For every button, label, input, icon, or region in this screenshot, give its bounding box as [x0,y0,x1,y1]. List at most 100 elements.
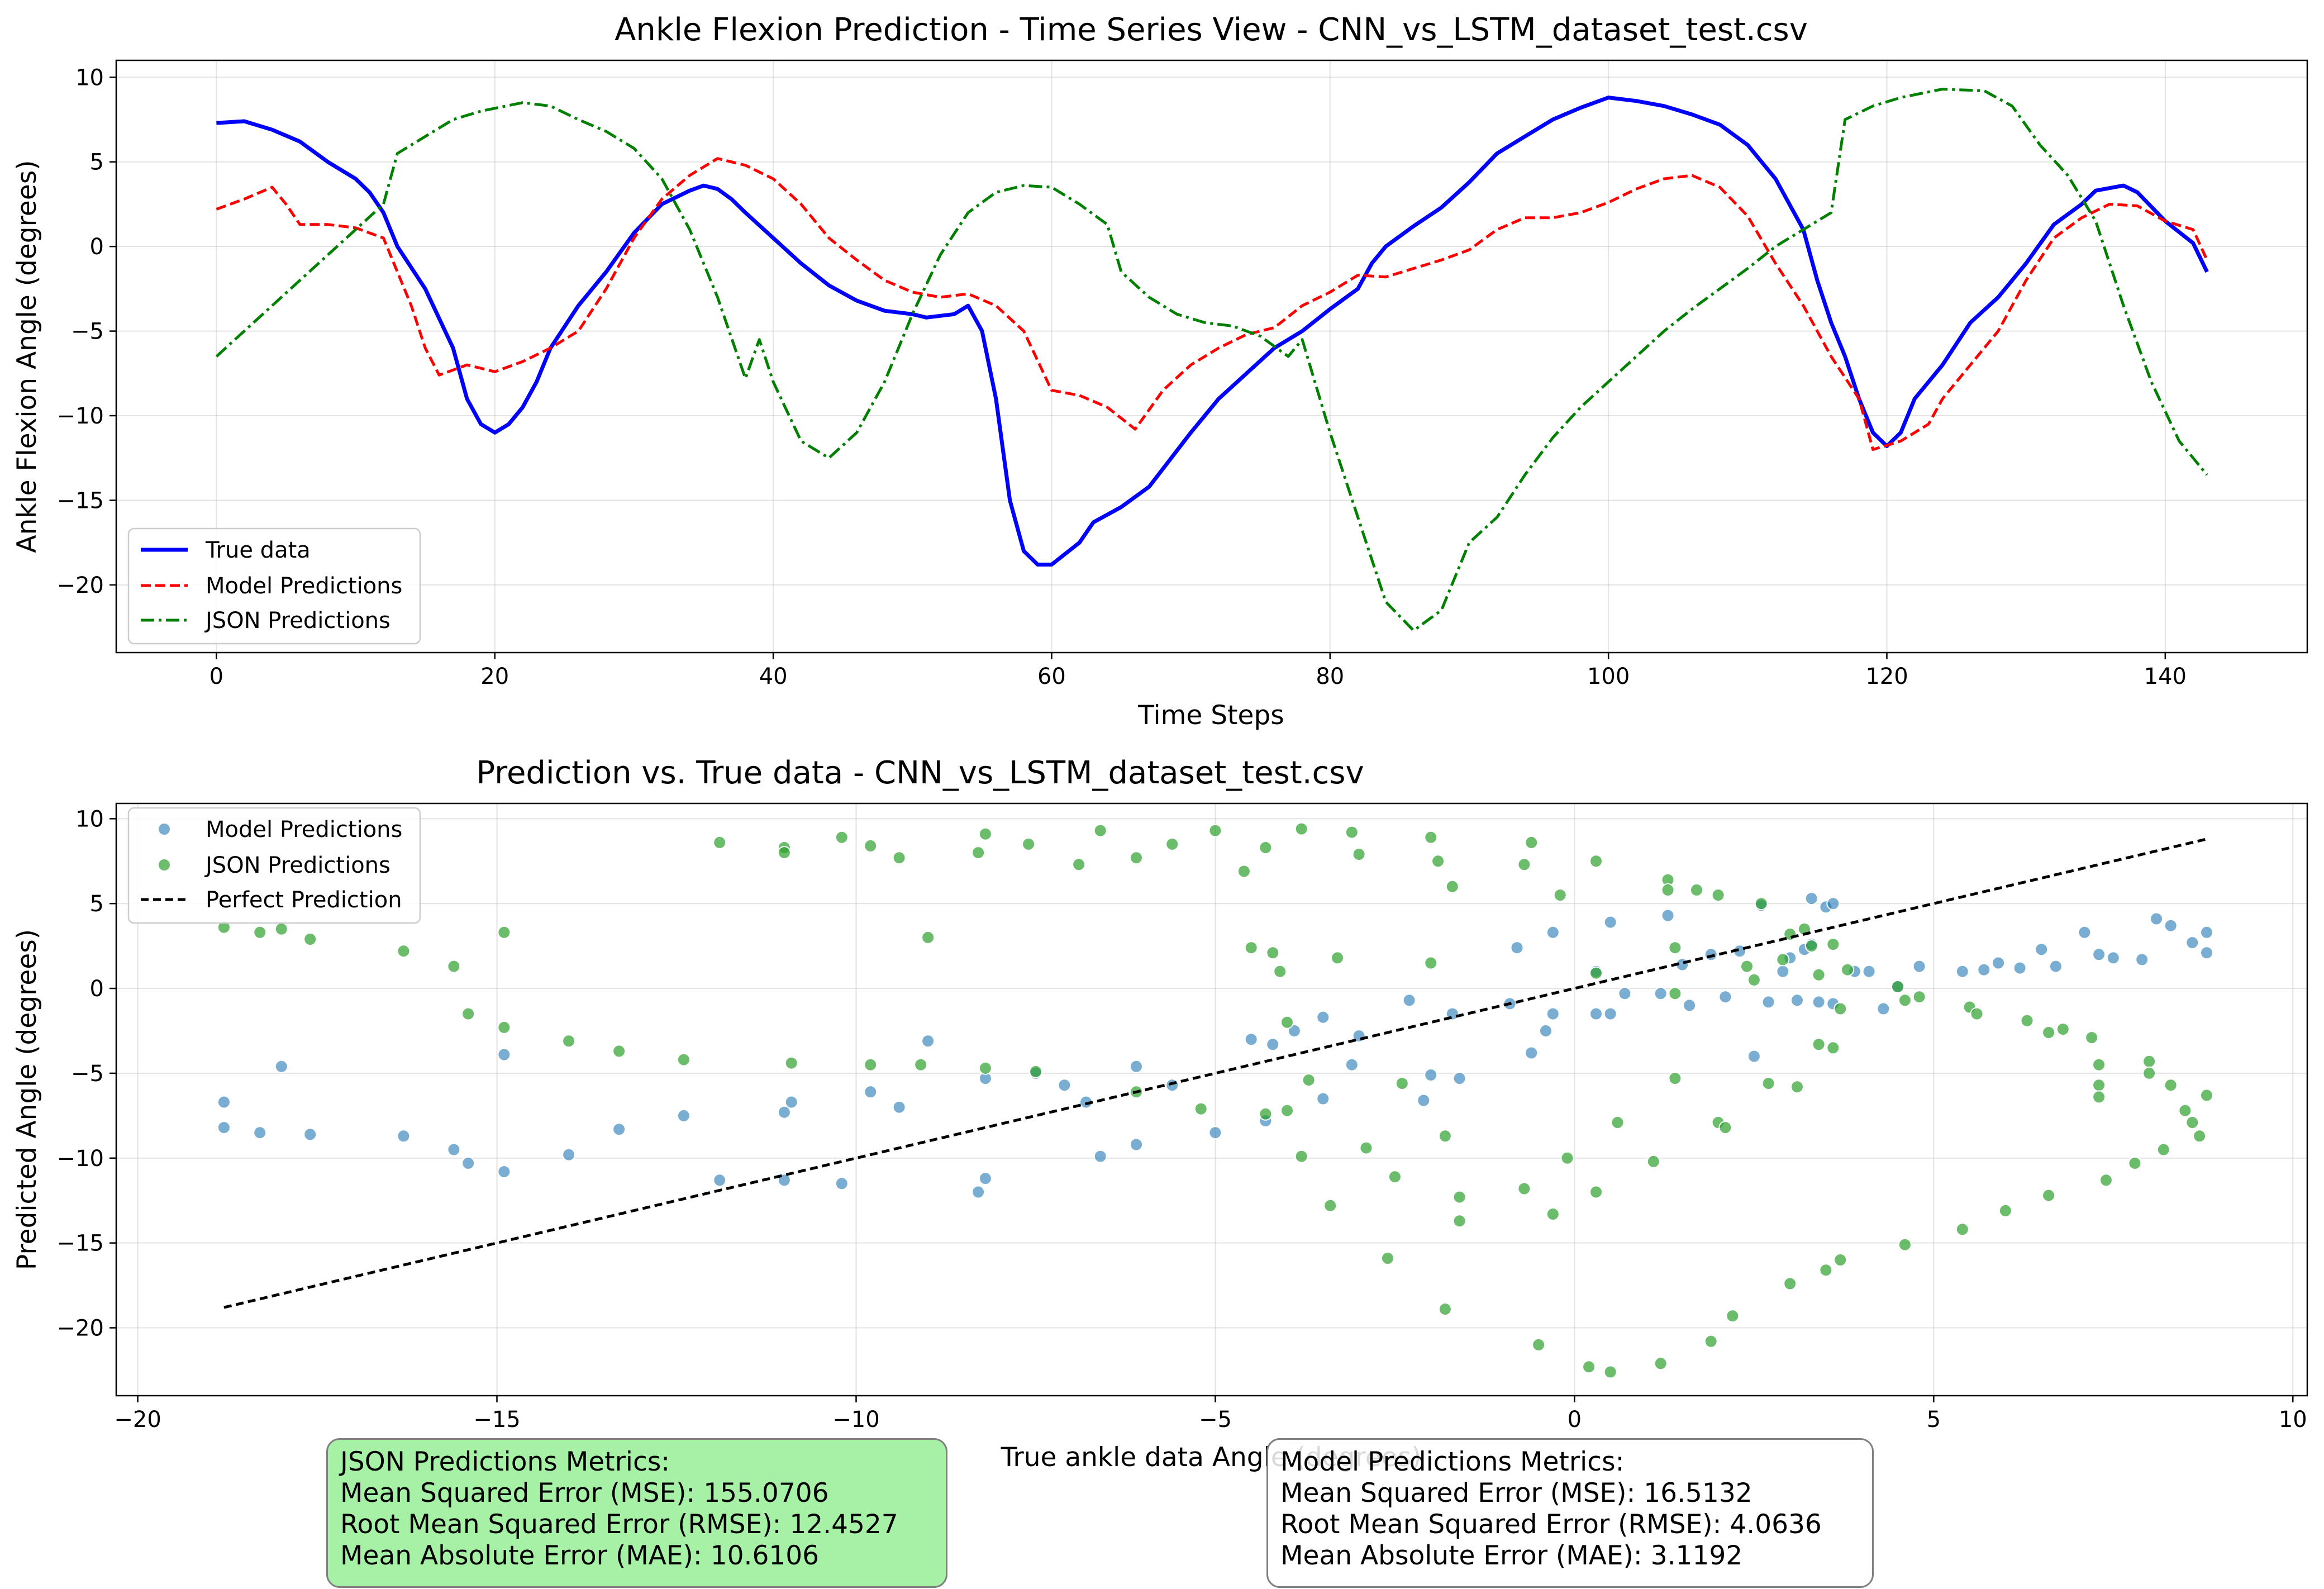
model-prediction-point [1826,897,1840,911]
model-prediction-point [562,1148,576,1162]
model-prediction-point [1955,964,1969,978]
model-prediction-point [2092,948,2106,962]
model-prediction-point [2013,961,2027,975]
json-prediction-point [971,846,985,860]
json-prediction-point [461,1007,475,1021]
model-prediction-point [1776,964,1790,978]
json-prediction-point [447,959,461,973]
json-prediction-point [1654,1357,1668,1371]
model-prediction-point [612,1122,626,1136]
time-series-ticks: 0 20 40 60 80 100 120 140 −20 −15 −10 −5 0 5 10 [57,65,2187,689]
legend-model-label: Model Predictions [206,817,402,843]
model-prediction-point [1244,1033,1258,1046]
json-prediction-point [1072,858,1086,872]
json-prediction-point [1395,1077,1409,1091]
json-prediction-point [2193,1129,2207,1143]
model-prediction-point [1661,908,1675,922]
json-prediction-point [1589,966,1603,980]
time-series-lines [215,88,2209,632]
json-prediction-point [864,1058,878,1072]
json-prediction-point [864,839,878,853]
scatter-ticks: −20 −15 −10 −5 0 5 10 −20 −15 −10 −5 0 5 10 [57,806,2307,1433]
json-prediction-point [1302,1073,1316,1087]
json-prediction-point [2156,1143,2170,1157]
model-prediction-point [303,1127,317,1141]
json-prediction-point [1740,959,1754,973]
json-prediction-point [1352,848,1366,862]
json-prediction-point [1553,888,1567,902]
json-prediction-point [1783,1277,1797,1291]
legend-model-marker [158,822,171,836]
json-prediction-point [2092,1090,2106,1104]
json-prediction-point [397,944,411,958]
json-prediction-point [1661,883,1675,897]
json-prediction-point [1331,951,1344,965]
json-prediction-point [978,827,992,841]
model-prediction-point [1417,1093,1431,1107]
json-prediction-point [274,922,288,936]
scatter-ytick-label-1: −15 [57,1231,104,1257]
json-prediction-point [1445,879,1459,893]
scatter-ylabel: Predicted Angle (degrees) [12,929,42,1270]
model-prediction-point [1316,1092,1330,1106]
json-prediction-point [1747,973,1761,987]
json-prediction-point [1912,990,1926,1004]
model-metrics-title: Model Predictions Metrics: [1280,1447,1625,1477]
model-prediction-point [217,1095,231,1109]
time-series-title: Ankle Flexion Prediction - Time Series V… [615,12,1808,48]
json-prediction-point [1259,1107,1273,1121]
json-prediction-point [2185,1116,2199,1129]
json-prediction-point [1165,837,1179,851]
time-series-ytick-label-2: −10 [57,403,104,429]
time-series-ylabel: Ankle Flexion Angle (degrees) [12,160,42,553]
model-prediction-point [1266,1038,1280,1052]
model-prediction-point [1287,1024,1301,1038]
model-prediction-point [677,1109,690,1122]
true-data-line [216,96,2209,567]
model-prediction-point [1761,995,1775,1009]
time-series-ytick-label-4: 0 [90,234,104,260]
model-prediction-point [921,1034,935,1048]
json-prediction-point [1711,888,1725,902]
model-prediction-point [1130,1059,1143,1073]
time-series-xtick-label-6: 120 [1865,664,1908,689]
json-prediction-point [914,1058,928,1072]
scatter-marks [217,822,2213,1379]
model-prediction-point [2078,925,2092,939]
json-prediction-point [1438,1302,1452,1316]
json-prediction-point [1359,1141,1373,1155]
model-prediction-point [2035,943,2049,957]
json-prediction-point [1022,837,1036,851]
json-prediction-point [1438,1129,1452,1143]
json-prediction-point [2128,1156,2142,1170]
json-prediction-point [1259,841,1273,854]
json-prediction-point [835,830,849,844]
model-prediction-point [835,1177,849,1191]
model-prediction-point [217,1121,231,1135]
time-series-ytick-label-3: −5 [71,319,104,345]
legend-model-label: Model Predictions [206,573,402,599]
legend-frame [127,527,421,645]
json-prediction-point [1273,964,1287,978]
scatter-xtick-label-1: −15 [473,1407,520,1433]
model-prediction-point [274,1059,288,1073]
model-prediction-point [497,1048,511,1062]
json-prediction-point [1532,1338,1546,1352]
json-prediction-point [892,851,906,865]
json-prediction-point [1834,1253,1847,1267]
json-prediction-point [1819,1263,1833,1277]
json-prediction-point [2142,1054,2156,1068]
json-prediction-point [1517,1182,1531,1196]
model-prediction-point [864,1085,878,1099]
model-prediction-point [978,1172,992,1186]
time-series-ytick-label-5: 5 [90,150,104,175]
json-prediction-point [1668,987,1682,1001]
scatter-xtick-label-2: −10 [832,1407,879,1433]
model-predictions-line [216,157,2208,451]
model-prediction-point [1683,998,1697,1012]
model-metrics-box: Model Predictions Metrics: Mean Squared … [1266,1438,1874,1588]
json-prediction-point [2142,1066,2156,1080]
json-prediction-point [1244,941,1258,955]
scatter-xtick-label-6: 10 [2279,1407,2307,1433]
